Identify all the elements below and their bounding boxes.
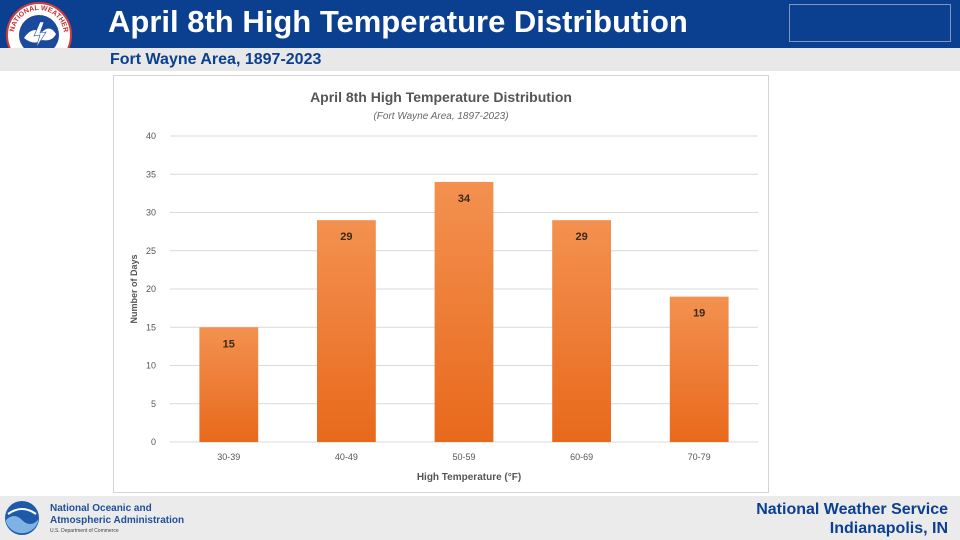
chart-title: April 8th High Temperature Distribution bbox=[310, 89, 572, 105]
y-tick-label: 35 bbox=[146, 169, 156, 179]
y-tick-label: 40 bbox=[146, 131, 156, 141]
data-label: 19 bbox=[693, 308, 705, 320]
footer-bar bbox=[0, 496, 960, 540]
data-label: 29 bbox=[575, 231, 587, 243]
x-axis-label: High Temperature (°F) bbox=[417, 472, 521, 483]
bar-30-39 bbox=[199, 327, 259, 442]
subtitle-bar bbox=[0, 48, 960, 71]
y-tick-label: 30 bbox=[146, 208, 156, 218]
bar-60-69 bbox=[552, 220, 611, 442]
nws-office-location: Indianapolis, IN bbox=[829, 520, 948, 537]
y-tick-label: 5 bbox=[151, 399, 156, 409]
noaa-name-line1: National Oceanic and bbox=[50, 503, 152, 514]
chart-subtitle: (Fort Wayne Area, 1897-2023) bbox=[373, 111, 508, 122]
page-subtitle: Fort Wayne Area, 1897-2023 bbox=[110, 51, 322, 68]
y-tick-label: 10 bbox=[146, 361, 156, 371]
noaa-logo-icon bbox=[5, 501, 39, 535]
page-title: April 8th High Temperature Distribution bbox=[108, 4, 688, 39]
bar-70-79 bbox=[669, 296, 729, 442]
data-label: 29 bbox=[340, 231, 352, 243]
header-box bbox=[789, 4, 951, 42]
x-tick-label: 50-59 bbox=[452, 452, 475, 462]
y-axis-label: Number of Days bbox=[129, 254, 139, 323]
bar-chart: April 8th High Temperature Distribution … bbox=[129, 89, 758, 483]
y-tick-label: 0 bbox=[151, 437, 156, 447]
noaa-name-line2: Atmospheric Administration bbox=[50, 515, 185, 526]
x-tick-label: 70-79 bbox=[688, 452, 711, 462]
bar-50-59 bbox=[434, 181, 494, 442]
bar-40-49 bbox=[317, 220, 376, 442]
bar-layer bbox=[199, 181, 729, 442]
y-tick-label: 15 bbox=[146, 322, 156, 332]
noaa-department: U.S. Department of Commerce bbox=[50, 528, 119, 534]
x-tick-label: 60-69 bbox=[570, 452, 593, 462]
chart-frame: April 8th High Temperature Distribution … bbox=[113, 75, 769, 493]
y-tick-label: 25 bbox=[146, 246, 156, 256]
y-tick-label: 20 bbox=[146, 284, 156, 294]
data-label: 15 bbox=[223, 338, 235, 350]
nws-office-name: National Weather Service bbox=[756, 501, 948, 518]
label-layer: 0 5 10 15 20 25 30 35 40 15 30-39 29 40-49 34 50-59 29 6… bbox=[146, 131, 711, 462]
data-label: 34 bbox=[458, 193, 471, 205]
x-tick-label: 30-39 bbox=[217, 452, 240, 462]
x-tick-label: 40-49 bbox=[335, 452, 358, 462]
